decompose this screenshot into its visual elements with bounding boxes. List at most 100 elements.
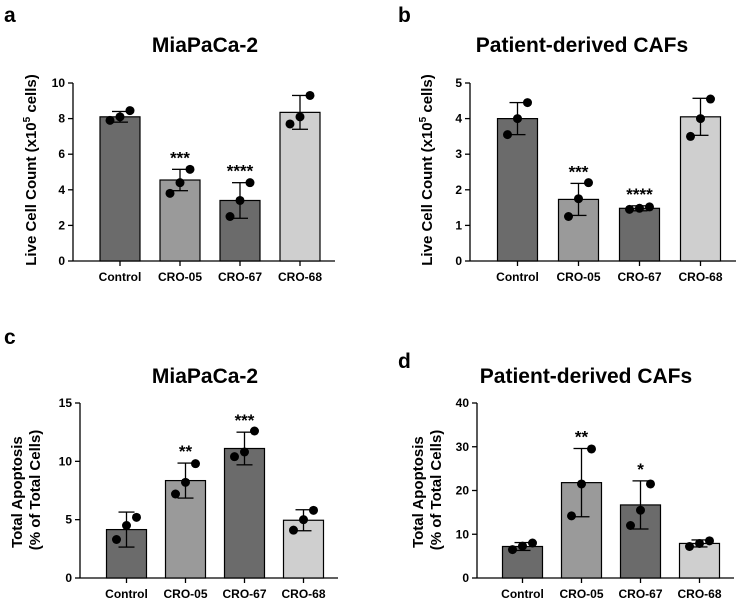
- data-point: [185, 164, 195, 174]
- chart-title: MiaPaCa-2: [152, 34, 258, 57]
- x-tick-label: CRO-68: [678, 270, 722, 284]
- svg-text:Live Cell Count (x105 cells): Live Cell Count (x105 cells): [22, 74, 40, 265]
- panel-letter: b: [398, 4, 411, 27]
- x-tick-label: CRO-05: [556, 270, 600, 284]
- data-point: [646, 479, 655, 489]
- x-tick-label: Control: [496, 270, 539, 284]
- data-point: [645, 202, 654, 212]
- svg-text:Total Apoptosis (% of: Total Apoptosis (% of Total Cells): [9, 430, 44, 551]
- data-point: [105, 115, 115, 125]
- plot-area: 0 1 2 3 4 5 Control CRO-05 *** CRO-67 **** CRO-68: [455, 76, 736, 284]
- y-axis-label-line: (% of Total Cells): [428, 430, 445, 551]
- data-point: [289, 525, 298, 535]
- x-tick-label: Control: [99, 270, 142, 284]
- y-axis-label: Total Apoptosis (% of Total Cells): [9, 430, 44, 551]
- y-axis-label-superscript: 5: [418, 116, 429, 122]
- y-tick-label: 2: [58, 218, 65, 232]
- data-point: [181, 477, 190, 487]
- y-tick-label: 5: [455, 76, 462, 90]
- data-point: [686, 131, 695, 141]
- data-point: [125, 106, 135, 116]
- data-point: [225, 212, 235, 221]
- data-point: [696, 114, 705, 124]
- data-point: [513, 114, 522, 124]
- chart-title: Patient-derived CAFs: [480, 365, 692, 388]
- x-tick-label: Control: [501, 587, 544, 601]
- data-point: [295, 112, 305, 122]
- data-point: [503, 130, 512, 140]
- y-tick-label: 3: [455, 147, 462, 161]
- data-point: [165, 188, 175, 198]
- data-point: [625, 204, 634, 214]
- significance-label: ****: [626, 185, 653, 204]
- data-point: [175, 178, 185, 188]
- data-point: [250, 426, 259, 436]
- bar: [99, 116, 141, 262]
- x-tick-label: Control: [105, 587, 148, 601]
- significance-label: ***: [170, 148, 190, 167]
- panel-letter: c: [4, 326, 16, 349]
- y-tick-label: 30: [456, 440, 470, 454]
- data-point: [122, 521, 131, 530]
- y-tick-label: 0: [58, 254, 65, 268]
- y-tick-label: 5: [65, 513, 72, 527]
- data-point: [132, 512, 141, 522]
- data-point: [577, 479, 586, 489]
- y-tick-label: 10: [456, 527, 470, 541]
- data-point: [584, 178, 593, 188]
- plot-area: 0 10 20 30 40 Control CRO-05 ** CRO-67 * CRO-68: [456, 396, 734, 601]
- panel-d: d Patient-derived CAFs Total Apoptosis (…: [398, 350, 734, 601]
- significance-label: *: [637, 460, 644, 479]
- x-tick-label: CRO-67: [617, 270, 661, 284]
- bar: [496, 117, 539, 262]
- y-axis-label-part: cells): [419, 74, 436, 117]
- x-tick-label: CRO-67: [218, 270, 262, 284]
- x-tick-label: CRO-05: [559, 587, 603, 601]
- y-axis-label-line: Total Apoptosis: [410, 436, 427, 548]
- data-point: [299, 515, 308, 525]
- panel-letter: d: [398, 350, 411, 373]
- data-point: [705, 536, 714, 546]
- x-tick-label: CRO-67: [222, 587, 266, 601]
- significance-label: ****: [227, 162, 254, 181]
- svg-text:Total Apoptosis (% of: Total Apoptosis (% of Total Cells): [410, 430, 445, 551]
- bar: [678, 542, 721, 579]
- y-tick-label: 2: [455, 183, 462, 197]
- bar: [223, 447, 266, 579]
- data-point: [518, 541, 527, 551]
- significance-label: ***: [235, 411, 255, 430]
- y-tick-label: 0: [65, 571, 72, 585]
- x-tick-label: CRO-68: [677, 587, 721, 601]
- y-axis-label: Total Apoptosis (% of Total Cells): [410, 430, 445, 551]
- y-axis-label: Live Cell Count (x105 cells): [418, 74, 436, 265]
- y-axis-label: Live Cell Count (x105 cells): [22, 74, 40, 265]
- y-tick-label: 20: [456, 484, 470, 498]
- data-point: [574, 194, 583, 204]
- chart-title: MiaPaCa-2: [152, 365, 258, 388]
- y-tick-label: 1: [455, 218, 462, 232]
- data-point: [567, 511, 576, 521]
- data-point: [636, 505, 645, 515]
- data-point: [240, 447, 249, 457]
- significance-label: **: [575, 428, 589, 447]
- data-point: [695, 538, 704, 548]
- data-point: [230, 452, 239, 462]
- y-tick-label: 10: [59, 454, 73, 468]
- y-axis-label-line: Total Apoptosis: [9, 436, 26, 548]
- data-point: [706, 94, 715, 104]
- panel-a: a MiaPaCa-2 Live Cell Count (x105 cells)…: [4, 4, 335, 284]
- data-point: [564, 212, 573, 221]
- plot-area: 0 2 4 6 8 10 Control CRO-05 *** CRO-67 **** CRO-68: [52, 76, 335, 284]
- panel-b: b Patient-derived CAFs Live Cell Count (…: [398, 4, 736, 284]
- data-point: [635, 203, 644, 213]
- bar: [279, 111, 321, 262]
- y-tick-label: 8: [58, 112, 65, 126]
- svg-text:Live Cell Count (x105 cells): Live Cell Count (x105 cells): [418, 74, 436, 265]
- data-point: [587, 444, 596, 454]
- data-point: [305, 90, 315, 100]
- chart-title: Patient-derived CAFs: [476, 34, 688, 57]
- x-tick-label: CRO-68: [278, 270, 322, 284]
- bar: [618, 207, 661, 262]
- x-tick-label: CRO-67: [618, 587, 662, 601]
